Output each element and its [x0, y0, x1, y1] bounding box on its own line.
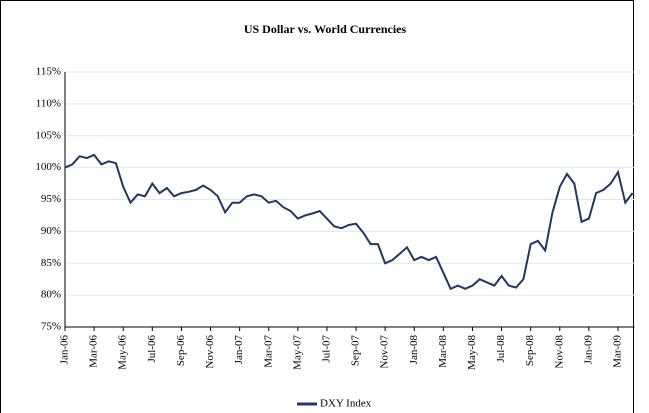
data-line [64, 153, 634, 291]
y-tick-label: 100% [35, 161, 61, 173]
x-tick-label: Jan-09 [582, 335, 594, 365]
y-tick-label: 115% [36, 66, 61, 78]
legend-label: DXY Index [320, 398, 372, 410]
x-tick-label: Nov-07 [379, 335, 391, 369]
y-tick-label: 110% [36, 97, 61, 109]
x-tick-label: Sep-08 [524, 335, 536, 367]
x-tick-label: May-06 [117, 335, 129, 370]
y-tick-label: 80% [41, 289, 61, 301]
y-tick-label: 90% [41, 225, 61, 237]
x-tick-label: Jul-08 [495, 335, 507, 363]
y-tick-label: 75% [41, 321, 61, 333]
x-tick-label: Sep-06 [175, 335, 187, 367]
x-tick-label: Jul-07 [320, 335, 332, 363]
x-tick-label: Sep-07 [350, 335, 362, 367]
x-tick-label: Jan-07 [233, 335, 245, 365]
y-tick-label: 85% [41, 257, 61, 269]
y-tick-label: 105% [35, 129, 61, 141]
x-tick-label: May-07 [291, 335, 303, 370]
x-tick-label: Mar-09 [612, 335, 624, 368]
y-tick-label: 95% [41, 193, 61, 205]
x-tick-label: Jul-06 [146, 335, 158, 363]
x-tick-label: Jan-08 [408, 335, 420, 365]
x-tick-label: Nov-08 [553, 335, 565, 369]
x-tick-label: Jan-06 [59, 335, 71, 365]
x-tick-label: Mar-07 [262, 335, 274, 368]
chart-title: US Dollar vs. World Currencies [244, 22, 407, 36]
x-tick-label: May-08 [466, 335, 478, 370]
x-tick-label: Nov-06 [204, 335, 216, 369]
x-tick-label: Mar-06 [88, 335, 100, 368]
chart-frame [0, 0, 634, 413]
x-tick-label: Mar-08 [437, 335, 449, 368]
